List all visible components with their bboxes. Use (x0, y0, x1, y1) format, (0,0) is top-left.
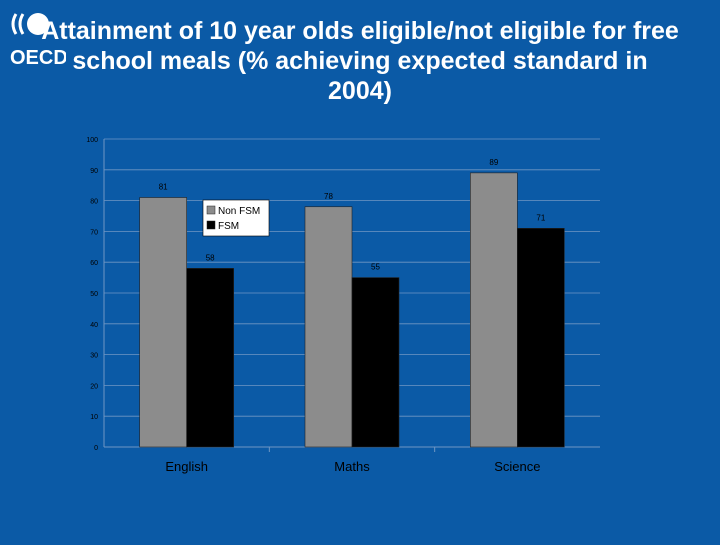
legend-swatch-non-fsm (206, 205, 216, 215)
data-label: 58 (206, 253, 215, 262)
legend-label: FSM (218, 221, 239, 232)
y-tick-label: 50 (90, 291, 98, 298)
x-tick-label-maths: Maths (334, 459, 370, 474)
bar-fsm-maths (351, 277, 400, 448)
slide-title: Attainment of 10 year olds eligible/not … (41, 17, 679, 105)
y-tick-label: 70 (90, 229, 98, 236)
y-tick-label: 0 (94, 445, 98, 452)
y-tick-label: 80 (90, 199, 98, 206)
legend: Non FSM FSM (202, 199, 270, 237)
bar-fsm-science (517, 228, 565, 448)
bar-non-fsm-science (470, 172, 518, 448)
data-label: 89 (489, 158, 498, 167)
data-label: 71 (536, 213, 545, 222)
legend-swatch-fsm (206, 220, 216, 230)
legend-label: Non FSM (218, 206, 260, 217)
y-tick-label: 40 (90, 322, 98, 329)
y-tick-label: 30 (90, 353, 98, 360)
data-labels: 81 58 78 55 89 71 (159, 158, 546, 272)
y-tick-label: 20 (90, 383, 98, 390)
y-tick-label: 100 (86, 137, 98, 144)
x-tick-label-science: Science (494, 459, 540, 474)
data-label: 55 (371, 263, 380, 272)
data-label: 78 (324, 192, 333, 201)
x-tick-label-english: English (165, 459, 208, 474)
oecd-logo-icon: OECD (10, 13, 68, 69)
y-tick-label: 60 (90, 260, 98, 267)
bar-fsm-english (186, 268, 234, 448)
data-label: 81 (159, 183, 168, 192)
y-tick-label: 90 (90, 168, 98, 175)
bar-non-fsm-english (139, 197, 187, 448)
oecd-logo: OECD (8, 8, 68, 69)
bars (139, 172, 565, 448)
logo-text: OECD (10, 47, 66, 66)
y-tick-label: 10 (90, 414, 98, 421)
bar-non-fsm-maths (304, 206, 353, 448)
